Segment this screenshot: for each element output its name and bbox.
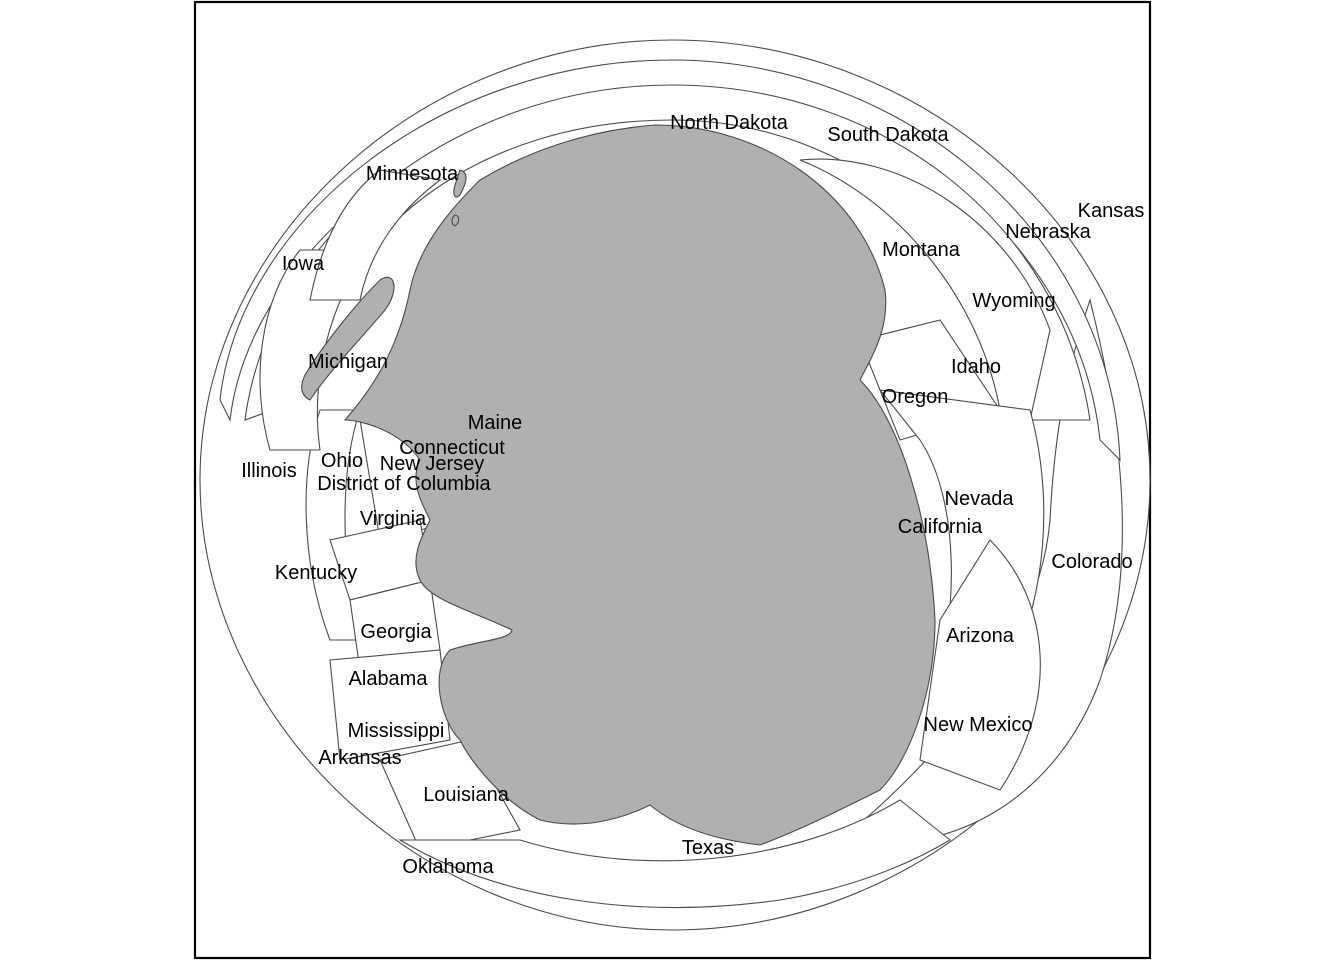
label-illinois: Illinois: [241, 460, 297, 482]
label-virginia: Virginia: [360, 508, 427, 530]
state-shape: [309, 169, 442, 301]
label-iowa: Iowa: [282, 253, 325, 275]
label-california: California: [898, 516, 983, 538]
state-labels: North Dakota South Dakota Kansas Nebrask…: [241, 112, 1144, 878]
label-kentucky: Kentucky: [275, 562, 357, 584]
water-body: [301, 277, 395, 401]
water-body: [343, 124, 936, 846]
label-georgia: Georgia: [360, 621, 432, 643]
label-nevada: Nevada: [945, 488, 1015, 510]
label-kansas: Kansas: [1078, 200, 1145, 222]
label-idaho: Idaho: [951, 356, 1001, 378]
label-texas: Texas: [682, 837, 734, 859]
label-louisiana: Louisiana: [423, 784, 510, 806]
label-nebraska: Nebraska: [1005, 221, 1091, 243]
label-wyoming: Wyoming: [972, 290, 1055, 312]
water-body: [453, 169, 467, 198]
state-shape: [398, 799, 951, 909]
state-shape: [919, 539, 1041, 791]
label-michigan: Michigan: [308, 351, 388, 373]
label-oregon: Oregon: [882, 386, 949, 408]
label-new-jersey: New Jersey: [380, 453, 484, 475]
label-new-mexico: New Mexico: [924, 714, 1033, 736]
label-arkansas: Arkansas: [318, 747, 401, 769]
label-district-of-columbia: District of Columbia: [317, 473, 491, 495]
label-arizona: Arizona: [946, 625, 1015, 647]
water-body: [451, 214, 460, 227]
label-connecticut: Connecticut: [399, 437, 505, 459]
label-south-dakota: South Dakota: [827, 124, 949, 146]
label-colorado: Colorado: [1051, 551, 1132, 573]
label-maine: Maine: [468, 412, 522, 434]
state-shape: [329, 649, 451, 761]
label-minnesota: Minnesota: [366, 163, 459, 185]
label-montana: Montana: [882, 239, 961, 261]
label-oklahoma: Oklahoma: [402, 856, 494, 878]
label-mississippi: Mississippi: [348, 720, 445, 742]
water-bodies: [301, 124, 936, 846]
label-north-dakota: North Dakota: [670, 112, 789, 134]
label-ohio: Ohio: [321, 450, 363, 472]
label-alabama: Alabama: [349, 668, 429, 690]
